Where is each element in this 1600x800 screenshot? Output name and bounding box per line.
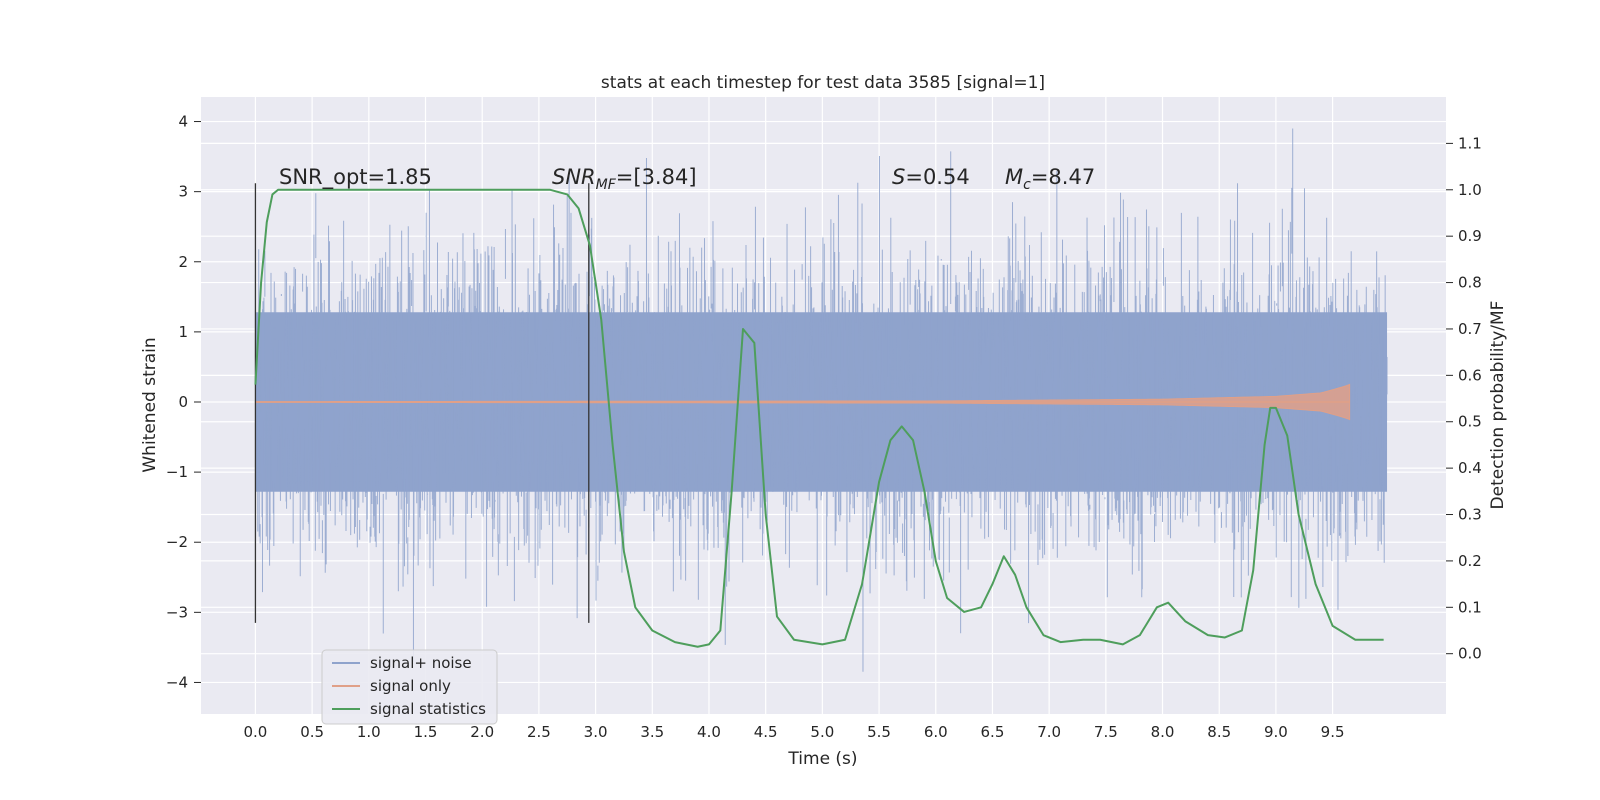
x-tick-label: 0.5 [300,723,324,741]
legend-label-signal-only: signal only [370,677,451,695]
y-tick-label: −4 [166,673,188,691]
legend-label-signal-statistics: signal statistics [370,700,486,718]
annotation-mc-main: M [1005,165,1023,189]
annotation-snr-mf-value: =[3.84] [616,165,697,189]
y2-tick-label: 0.0 [1458,645,1482,663]
y2-tick-label: 0.5 [1458,413,1482,431]
x-tick-label: 3.5 [640,723,664,741]
y2-tick-label: 0.7 [1458,320,1482,338]
annotation-mc-sub: c [1023,177,1031,193]
x-tick-label: 7.5 [1094,723,1118,741]
x-tick-label: 5.0 [810,723,834,741]
x-tick-label: 9.0 [1264,723,1288,741]
y-tick-label: 1 [178,323,188,341]
y2-tick-label: 0.2 [1458,552,1482,570]
signal-statistics-line [254,188,1384,648]
x-tick-label: 1.0 [357,723,381,741]
y2-tick-label: 0.3 [1458,506,1482,524]
annotation-s-main: S [892,165,905,189]
x-tick-label: 4.0 [697,723,721,741]
y-tick-label: −1 [166,463,188,481]
y2-axis-ticks: 1.1 1.0 0.9 0.8 0.7 0.6 0.5 0.4 0.3 0.2 0.1 0.0 [1446,134,1482,663]
x-tick-label: 7.0 [1037,723,1061,741]
x-tick-label: 2.0 [470,723,494,741]
annotation-snr-mf-main: SNR [552,165,596,189]
x-tick-label: 6.0 [924,723,948,741]
legend: signal+ noise signal only signal statist… [321,649,498,725]
legend-label-signal-noise: signal+ noise [370,654,472,672]
annotation-s-value: =0.54 [905,165,969,189]
annotation-snr-mf: SNRMF=[3.84] [552,165,697,193]
y2-tick-label: 0.4 [1458,459,1482,477]
annotation-mc-value: =8.47 [1031,165,1095,189]
y2-tick-label: 0.1 [1458,598,1482,616]
event-markers [254,183,590,623]
y-tick-label: 4 [178,113,188,131]
x-tick-label: 4.5 [754,723,778,741]
x-tick-label: 8.5 [1207,723,1231,741]
y2-axis-label: Detection probability/MF [1488,301,1508,510]
series-signal-only [254,383,1351,421]
annotation-s: S=0.54 [892,165,970,189]
y-tick-label: 2 [178,253,188,271]
x-axis-label: Time (s) [787,749,857,769]
x-tick-label: 1.5 [414,723,438,741]
annotation-snr-mf-sub: MF [596,177,617,193]
x-tick-label: 5.5 [867,723,891,741]
annotation-snr-opt: SNR_opt=1.85 [279,165,432,190]
y-axis-ticks: 4 3 2 1 0 −1 −2 −3 −4 [166,113,201,691]
y2-tick-label: 1.1 [1458,134,1482,152]
x-axis-ticks: 0.0 0.5 1.0 1.5 2.0 2.5 3.0 3.5 4.0 4.5 5.0 5.5 6.0 6… [243,723,1344,741]
x-tick-label: 2.5 [527,723,551,741]
y-tick-label: −2 [166,533,188,551]
y2-tick-label: 0.8 [1458,274,1482,292]
x-tick-label: 3.0 [584,723,608,741]
y-tick-label: 3 [178,183,188,201]
chart-title: stats at each timestep for test data 358… [601,73,1045,93]
y-tick-label: 0 [178,393,188,411]
y2-tick-label: 1.0 [1458,181,1482,199]
y2-tick-label: 0.6 [1458,366,1482,384]
series-signal-statistics [254,188,1384,648]
annotation-mc: Mc=8.47 [1005,165,1095,193]
y-tick-label: −3 [166,603,188,621]
x-tick-label: 8.0 [1151,723,1175,741]
x-tick-label: 9.5 [1321,723,1345,741]
x-tick-label: 0.0 [243,723,267,741]
x-tick-label: 6.5 [981,723,1005,741]
y2-tick-label: 0.9 [1458,227,1482,245]
y-axis-label: Whitened strain [140,337,160,472]
legend-box [321,649,498,725]
